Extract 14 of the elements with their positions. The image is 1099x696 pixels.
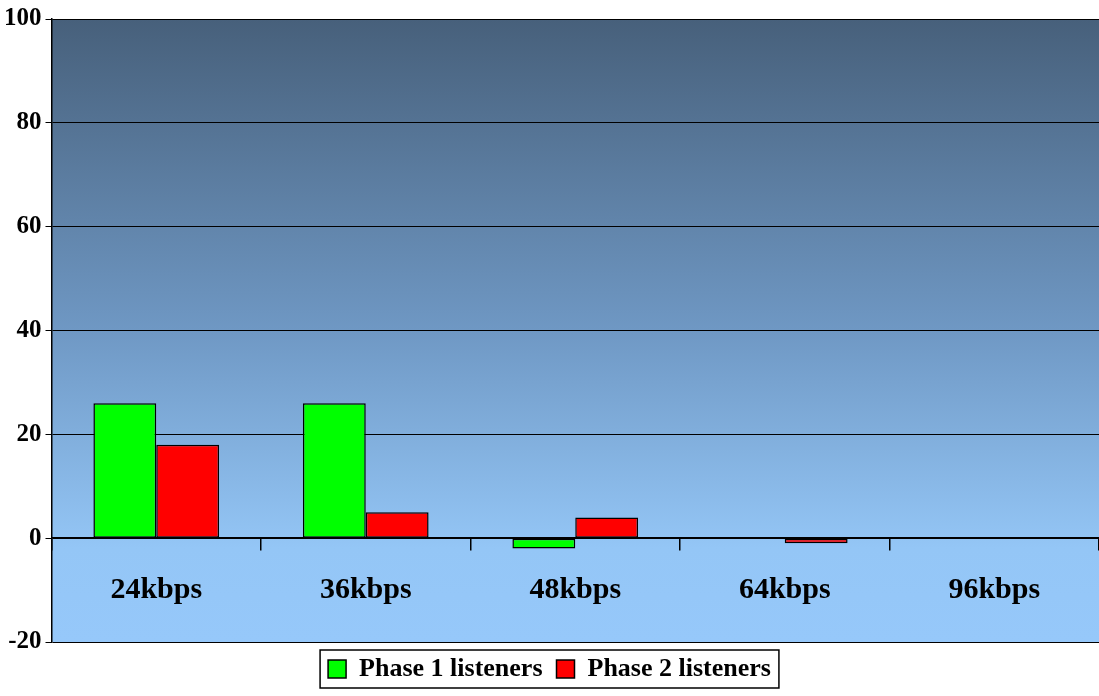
y-tick-label: -20 [8, 626, 42, 654]
y-tick-label: 80 [16, 107, 42, 135]
x-tick-label: 64kbps [738, 570, 831, 604]
legend-label: Phase 2 listeners [587, 652, 771, 682]
x-tick-label: 36kbps [319, 570, 412, 604]
y-tick-label: 40 [16, 314, 42, 342]
y-tick-label: 60 [16, 211, 42, 239]
x-tick-label: 48kbps [529, 570, 622, 604]
x-tick-label: 96kbps [948, 570, 1041, 604]
y-tick-label: 0 [29, 522, 42, 550]
y-tick-label: 20 [16, 418, 42, 446]
y-tick-label: 100 [4, 3, 42, 31]
x-tick-label: 24kbps [110, 570, 203, 604]
legend-label: Phase 1 listeners [359, 652, 543, 682]
